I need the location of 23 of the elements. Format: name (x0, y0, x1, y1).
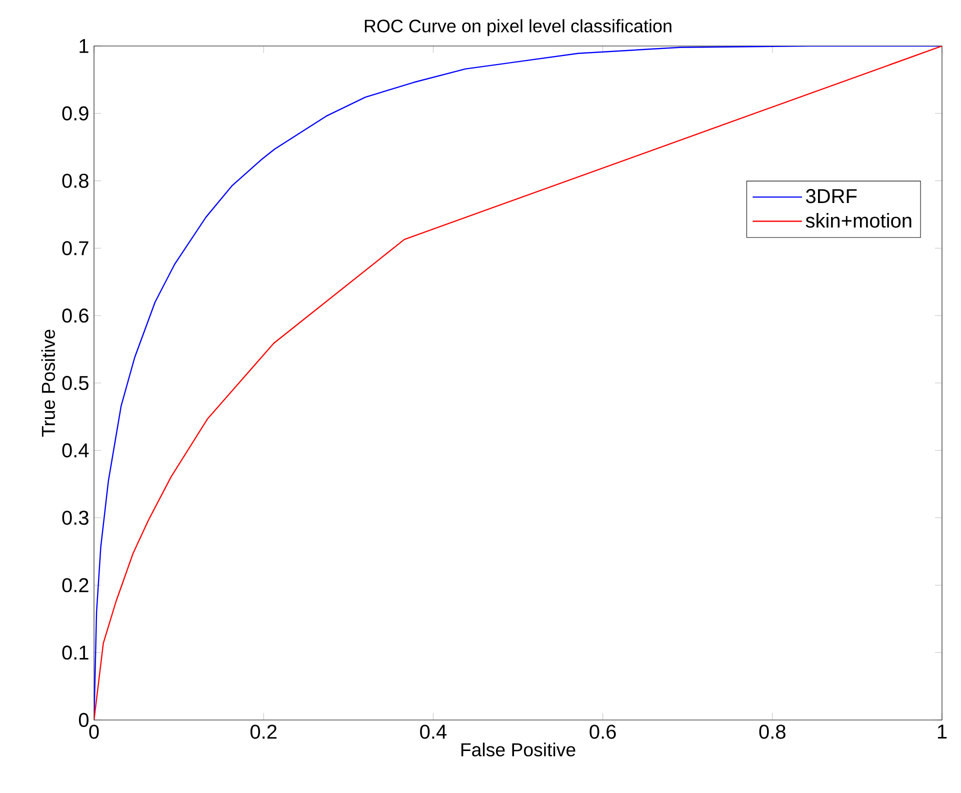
y-tick-label: 0.2 (62, 578, 88, 592)
x-axis-title: False Positive (461, 742, 576, 756)
x-tick-label: 0.8 (759, 724, 786, 739)
y-tick-label: 0.4 (62, 443, 89, 458)
legend-label: skin+motion (806, 213, 912, 228)
y-tick-label: 0.3 (62, 510, 88, 525)
legend-label: 3DRF (806, 189, 857, 204)
x-tick-label: 0.2 (250, 724, 277, 739)
y-tick-label: 0.5 (62, 376, 88, 390)
y-tick-label: 0.9 (62, 106, 88, 120)
y-tick-label: 0 (78, 712, 89, 728)
y-tick-label: 0.1 (62, 646, 88, 660)
chart-title: ROC Curve on pixel level classification (364, 19, 672, 36)
y-tick-label: 0.8 (62, 174, 88, 188)
x-tick-label: 0.4 (420, 724, 447, 739)
y-tick-label: 1 (80, 39, 88, 53)
x-tick-label: 0 (89, 724, 99, 739)
y-tick-label: 0.6 (62, 308, 88, 323)
x-tick-label: 0.6 (590, 724, 616, 739)
y-tick-label: 0.7 (62, 241, 88, 256)
x-tick-label: 1 (938, 724, 947, 738)
y-axis-title: True Positive (41, 330, 56, 437)
line-series (94, 46, 942, 720)
